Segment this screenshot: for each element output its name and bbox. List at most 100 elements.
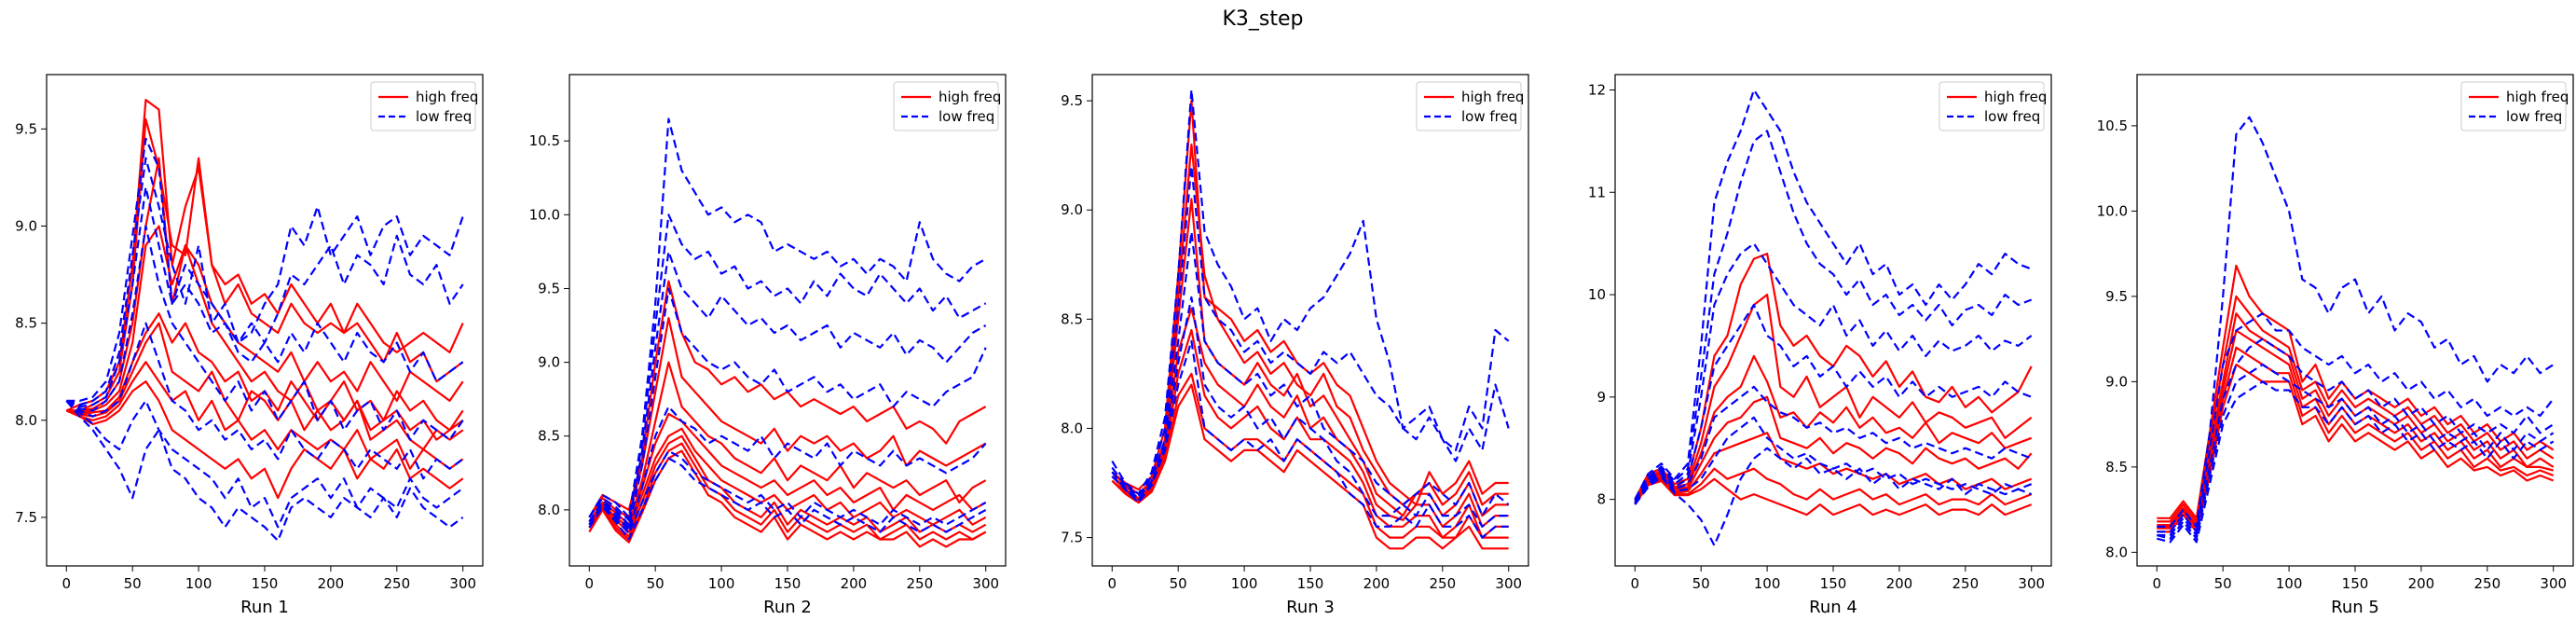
x-tick-label: 50 xyxy=(124,575,142,592)
y-tick-label: 12 xyxy=(1588,81,1606,98)
y-tick-label: 8.5 xyxy=(538,428,560,445)
x-tick-label: 250 xyxy=(1952,575,1979,592)
x-tick-label: 150 xyxy=(2342,575,2369,592)
high-freq-line-6 xyxy=(65,322,464,451)
x-tick-label: 200 xyxy=(318,575,345,592)
x-axis-label: Run 4 xyxy=(1809,598,1857,617)
legend-high-freq-label: high freq xyxy=(2506,89,2569,105)
y-tick-label: 10.5 xyxy=(529,132,560,149)
x-tick-label: 250 xyxy=(2473,575,2501,592)
y-tick-label: 8.0 xyxy=(538,502,560,518)
legend-box xyxy=(1939,81,2045,131)
legend-low-freq-label: low freq xyxy=(1461,108,1517,125)
legend-low-freq-label: low freq xyxy=(939,108,994,125)
low-freq-line-11 xyxy=(588,250,987,526)
low-freq-line-14 xyxy=(1634,447,2033,547)
y-tick-label: 10.0 xyxy=(529,206,560,223)
y-tick-label: 8.0 xyxy=(1061,420,1083,436)
low-freq-line-7 xyxy=(2157,116,2555,529)
axes-frame xyxy=(46,74,484,567)
legend: high freq low freq xyxy=(370,81,478,131)
legend-box xyxy=(893,81,999,131)
x-tick-label: 50 xyxy=(2214,575,2232,592)
high-freq-line-7 xyxy=(1111,383,1509,550)
series-group xyxy=(1111,89,1510,550)
legend: high freq low freq xyxy=(1416,81,1524,131)
high-freq-line-1 xyxy=(2157,264,2555,519)
y-tick-label: 9.0 xyxy=(15,217,37,234)
y-tick-label: 9.0 xyxy=(2105,373,2128,390)
high-freq-line-2 xyxy=(2157,295,2555,523)
low-freq-line-15 xyxy=(588,457,987,541)
legend-box xyxy=(1416,81,1522,131)
x-tick-label: 0 xyxy=(1630,575,1639,592)
low-freq-line-9 xyxy=(1634,130,2033,501)
low-freq-line-10 xyxy=(588,214,987,522)
legend: high freq low freq xyxy=(2460,81,2569,131)
x-tick-label: 100 xyxy=(185,575,212,592)
y-tick-label: 10.5 xyxy=(2097,117,2128,134)
x-tick-label: 100 xyxy=(708,575,735,592)
high-freq-line-5 xyxy=(2157,346,2555,530)
x-tick-label: 50 xyxy=(1692,575,1710,592)
legend-low-freq-label: low freq xyxy=(416,108,472,125)
series-group xyxy=(2157,116,2555,544)
y-tick-label: 9 xyxy=(1596,389,1606,406)
x-tick-label: 150 xyxy=(252,575,279,592)
x-tick-label: 50 xyxy=(647,575,665,592)
high-freq-line-7 xyxy=(65,361,464,470)
y-tick-label: 7.5 xyxy=(15,509,37,526)
low-freq-line-8 xyxy=(1111,89,1510,495)
high-freq-line-3 xyxy=(66,157,464,412)
x-axis-label: Run 5 xyxy=(2331,598,2379,617)
x-tick-label: 100 xyxy=(2276,575,2303,592)
high-freq-line-5 xyxy=(1634,432,2033,504)
x-axis-label: Run 3 xyxy=(1286,598,1335,617)
high-freq-line-2 xyxy=(588,317,987,518)
x-tick-label: 200 xyxy=(2408,575,2435,592)
legend-high-freq-label: high freq xyxy=(939,89,1001,105)
legend-low-freq-label: low freq xyxy=(2506,108,2562,125)
high-freq-line-4 xyxy=(1634,395,2033,503)
low-freq-line-13 xyxy=(1634,416,2033,504)
y-tick-label: 8.5 xyxy=(1061,310,1083,327)
high-freq-line-7 xyxy=(1634,477,2033,517)
high-freq-line-4 xyxy=(588,412,987,530)
y-tick-label: 8.0 xyxy=(2105,544,2128,560)
y-tick-label: 9.5 xyxy=(2105,288,2128,305)
x-tick-label: 300 xyxy=(1495,575,1522,592)
x-axis-label: Run 2 xyxy=(763,598,812,617)
subplot-run-5: 0 50 100 150 200 250 300 8.0 8.5 9.0 9.5 10.0 10.5 Ru… xyxy=(2097,74,2574,617)
high-freq-line-4 xyxy=(66,225,464,432)
figure-title: K3_step xyxy=(1222,7,1303,31)
y-tick-label: 9.5 xyxy=(1061,92,1083,109)
series-group xyxy=(65,98,464,543)
x-tick-label: 200 xyxy=(1886,575,1913,592)
low-freq-line-8 xyxy=(1634,89,2033,501)
legend-high-freq-label: high freq xyxy=(1984,89,2047,105)
y-tick-label: 7.5 xyxy=(1061,530,1083,546)
y-tick-label: 8 xyxy=(1596,491,1606,508)
subplot-run-4: 0 50 100 150 200 250 300 8 9 10 11 12 Run 4 high freq… xyxy=(1588,74,2052,617)
low-freq-line-9 xyxy=(1111,165,1510,498)
high-freq-line-2 xyxy=(1111,143,1509,506)
subplot-run-3: 0 50 100 150 200 250 300 7.5 8.0 8.5 9.0 9.5 Run 3 hi… xyxy=(1061,74,1529,617)
x-tick-label: 200 xyxy=(841,575,868,592)
x-tick-label: 250 xyxy=(1429,575,1456,592)
low-freq-line-9 xyxy=(66,137,464,402)
low-freq-line-12 xyxy=(65,225,464,441)
y-tick-label: 8.0 xyxy=(15,412,37,429)
x-tick-label: 200 xyxy=(1363,575,1391,592)
x-tick-label: 100 xyxy=(1231,575,1258,592)
low-freq-line-12 xyxy=(1111,339,1509,539)
series-group xyxy=(1634,89,2033,547)
x-tick-label: 0 xyxy=(584,575,594,592)
low-freq-line-11 xyxy=(65,186,464,408)
low-freq-line-13 xyxy=(65,322,464,480)
y-tick-label: 8.5 xyxy=(2105,459,2128,475)
x-tick-label: 100 xyxy=(1754,575,1781,592)
low-freq-line-11 xyxy=(2157,380,2555,544)
high-freq-line-7 xyxy=(588,442,987,541)
low-freq-line-14 xyxy=(588,449,987,535)
